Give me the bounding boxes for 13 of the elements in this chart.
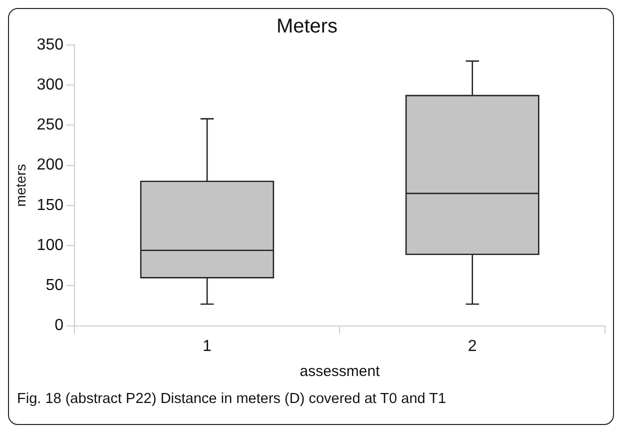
y-tick-label: 0 <box>54 317 64 334</box>
y-tick-label: 100 <box>36 236 64 254</box>
y-axis-title: meters <box>12 164 28 207</box>
y-tick-label: 250 <box>36 116 64 134</box>
y-tick-label: 300 <box>36 76 64 94</box>
y-tick-label: 50 <box>46 277 64 294</box>
x-tick-label: 2 <box>468 338 477 355</box>
chart-title: Meters <box>276 16 338 38</box>
caption: Fig. 18 (abstract P22) Distance in meters (D) covered at T0 and T1 <box>16 390 448 407</box>
y-tick-label: 150 <box>36 196 64 214</box>
x-tick-label: 1 <box>202 338 212 355</box>
y-tick-label: 200 <box>36 156 64 174</box>
y-tick-label: 350 <box>36 36 64 54</box>
